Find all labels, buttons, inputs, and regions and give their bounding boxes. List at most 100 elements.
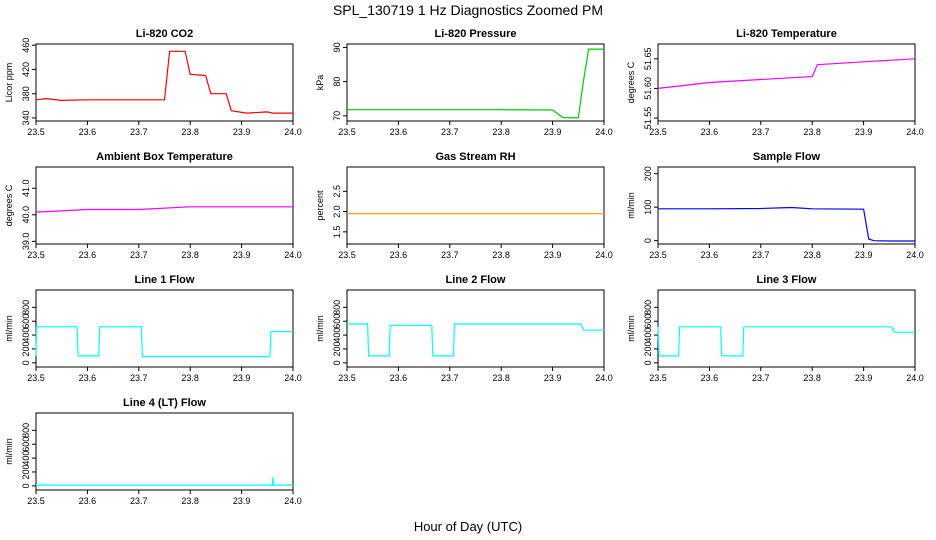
x-tick-label: 23.7 (130, 373, 148, 383)
x-tick-label: 23.9 (544, 250, 562, 260)
series-line (36, 476, 293, 486)
x-tick-label: 23.6 (701, 127, 719, 137)
panel-2: Li-820 Pressure kPa 23.5 23.6 23.7 23.8 23.9 24… (315, 28, 613, 137)
plot-frame (657, 166, 916, 245)
y-tick-label: 340 (21, 110, 31, 125)
y-axis-label: Licor ppm (4, 63, 14, 103)
x-tick-label: 23.5 (27, 373, 45, 383)
y-tick-label: 800 (643, 300, 653, 315)
y-tick-label: 2.0 (332, 205, 342, 218)
x-tick-label: 23.7 (441, 127, 459, 137)
plot-frame (35, 289, 294, 368)
x-tick-label: 24.0 (906, 250, 924, 260)
y-tick-label: 40.0 (21, 206, 31, 224)
series-line (657, 58, 916, 89)
x-tick-label: 23.6 (390, 127, 408, 137)
panel-title: Li-820 Temperature (736, 28, 837, 40)
x-tick-label: 23.7 (752, 373, 770, 383)
x-tick-label: 23.9 (233, 496, 251, 506)
panel-grid: Li-820 CO2 Licor ppm 23.5 23.6 23.7 23.8 23.9 2… (4, 28, 924, 506)
plot-frame (346, 166, 605, 245)
x-tick-label: 23.7 (130, 250, 148, 260)
panel-6: Sample Flow ml/min 23.5 23.6 23.7 23.8 23.9 24.… (626, 151, 924, 260)
y-tick-label: 0 (21, 360, 31, 365)
x-tick-label: 23.7 (441, 373, 459, 383)
x-tick-label: 23.5 (27, 127, 45, 137)
x-tick-label: 23.8 (803, 373, 821, 383)
panel-10: Line 4 (LT) Flow ml/min 23.5 23.6 23.7 23.8 23… (4, 397, 302, 506)
x-tick-label: 23.5 (649, 373, 667, 383)
y-axis-label: ml/min (4, 315, 14, 342)
series-line (658, 206, 915, 242)
x-tick-label: 23.7 (752, 250, 770, 260)
x-tick-label: 23.5 (338, 127, 356, 137)
x-tick-label: 24.0 (284, 496, 302, 506)
x-tick-label: 23.6 (701, 250, 719, 260)
y-axis-label: degrees C (4, 184, 14, 226)
x-tick-label: 23.5 (649, 250, 667, 260)
y-tick-label: 420 (21, 62, 31, 77)
y-tick-label: 2.5 (332, 185, 342, 198)
y-tick-label: 100 (643, 200, 653, 215)
figure-xlabel: Hour of Day (UTC) (414, 519, 522, 534)
y-tick-label: 400 (21, 328, 31, 343)
panel-title: Line 3 Flow (757, 274, 817, 286)
series-line (347, 323, 604, 357)
x-tick-label: 23.7 (752, 127, 770, 137)
panel-title: Line 1 Flow (135, 274, 195, 286)
y-tick-label: 0 (21, 483, 31, 488)
plot-frame (346, 289, 605, 368)
y-tick-label: 0 (643, 360, 653, 365)
plot-frame (35, 412, 294, 491)
x-tick-label: 24.0 (595, 250, 613, 260)
y-tick-label: 41.0 (21, 179, 31, 197)
x-tick-label: 23.5 (27, 496, 45, 506)
panel-title: Ambient Box Temperature (96, 151, 233, 163)
x-tick-label: 24.0 (906, 373, 924, 383)
y-tick-label: 1.5 (332, 226, 342, 239)
panel-3: Li-820 Temperature degrees C 23.5 23.6 23.7 2… (626, 28, 924, 137)
x-tick-label: 23.5 (649, 127, 667, 137)
panel-7: Line 1 Flow ml/min 23.5 23.6 23.7 23.8 23.9 24.… (4, 274, 302, 383)
x-tick-label: 23.9 (233, 127, 251, 137)
y-tick-label: 800 (21, 423, 31, 438)
x-tick-label: 23.9 (233, 373, 251, 383)
y-tick-label: 200 (332, 341, 342, 356)
plot-frame (657, 289, 916, 368)
x-tick-label: 23.8 (181, 496, 199, 506)
x-tick-label: 23.7 (130, 496, 148, 506)
x-tick-label: 23.8 (492, 250, 510, 260)
panel-9: Line 3 Flow ml/min 23.5 23.6 23.7 23.8 23.9 24.… (626, 274, 924, 383)
x-tick-label: 23.6 (79, 250, 97, 260)
panel-title: Line 4 (LT) Flow (123, 397, 206, 409)
x-tick-label: 23.8 (181, 127, 199, 137)
x-tick-label: 23.8 (492, 373, 510, 383)
x-tick-label: 23.5 (27, 250, 45, 260)
x-tick-label: 23.9 (855, 373, 873, 383)
x-tick-label: 23.8 (181, 373, 199, 383)
y-tick-label: 0 (332, 360, 342, 365)
y-tick-label: 200 (643, 341, 653, 356)
y-axis-label: ml/min (315, 315, 325, 342)
y-axis-label: kPa (315, 75, 325, 91)
series-line (35, 326, 293, 358)
y-tick-label: 600 (643, 314, 653, 329)
x-tick-label: 24.0 (595, 373, 613, 383)
y-tick-label: 460 (21, 38, 31, 53)
y-tick-label: 90 (332, 42, 342, 52)
panel-4: Ambient Box Temperature degrees C 23.5 23.6… (4, 151, 302, 260)
y-axis-label: percent (315, 190, 325, 221)
y-tick-label: 380 (21, 86, 31, 101)
x-tick-label: 24.0 (284, 373, 302, 383)
x-tick-label: 23.5 (338, 373, 356, 383)
y-axis-label: ml/min (4, 438, 14, 465)
plot-frame (657, 43, 916, 122)
y-axis-label: ml/min (626, 192, 636, 219)
series-line (35, 206, 293, 213)
x-tick-label: 23.8 (181, 250, 199, 260)
panel-title: Gas Stream RH (435, 151, 515, 163)
x-tick-label: 23.7 (130, 127, 148, 137)
plot-frame (35, 43, 294, 122)
y-tick-label: 70 (332, 111, 342, 121)
x-tick-label: 23.9 (544, 127, 562, 137)
